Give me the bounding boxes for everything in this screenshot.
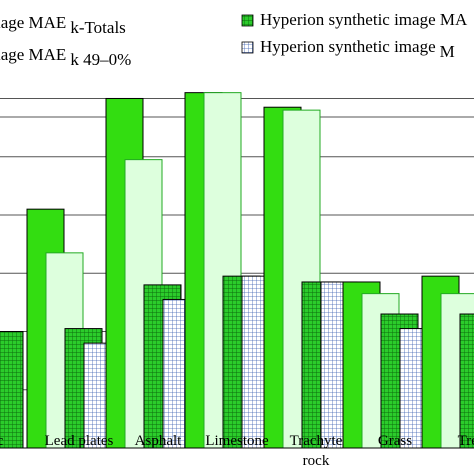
x-tick-label: c — [0, 433, 4, 449]
legend-label: Hyperion synthetic image MA — [260, 10, 468, 29]
x-tick-label: Lead plates — [45, 433, 114, 449]
x-tick-label: Grass — [378, 433, 412, 449]
bar-series-3-trees — [459, 313, 474, 449]
x-tick-label: Trees — [458, 433, 474, 449]
x-tick-labels: c Lead plates Asphalt Limestone Trachyterock… — [0, 433, 474, 469]
legend-swatch — [241, 41, 254, 54]
legend-label: Hyperion synthetic image M — [260, 37, 455, 61]
x-tick-label: Limestone — [205, 433, 269, 449]
x-tick-label: Trachyte rock — [290, 433, 343, 469]
legend-swatch — [241, 14, 254, 27]
x-tick-label: Asphalt — [135, 433, 182, 449]
bars — [0, 92, 474, 449]
bar-series-3-c — [0, 330, 24, 449]
